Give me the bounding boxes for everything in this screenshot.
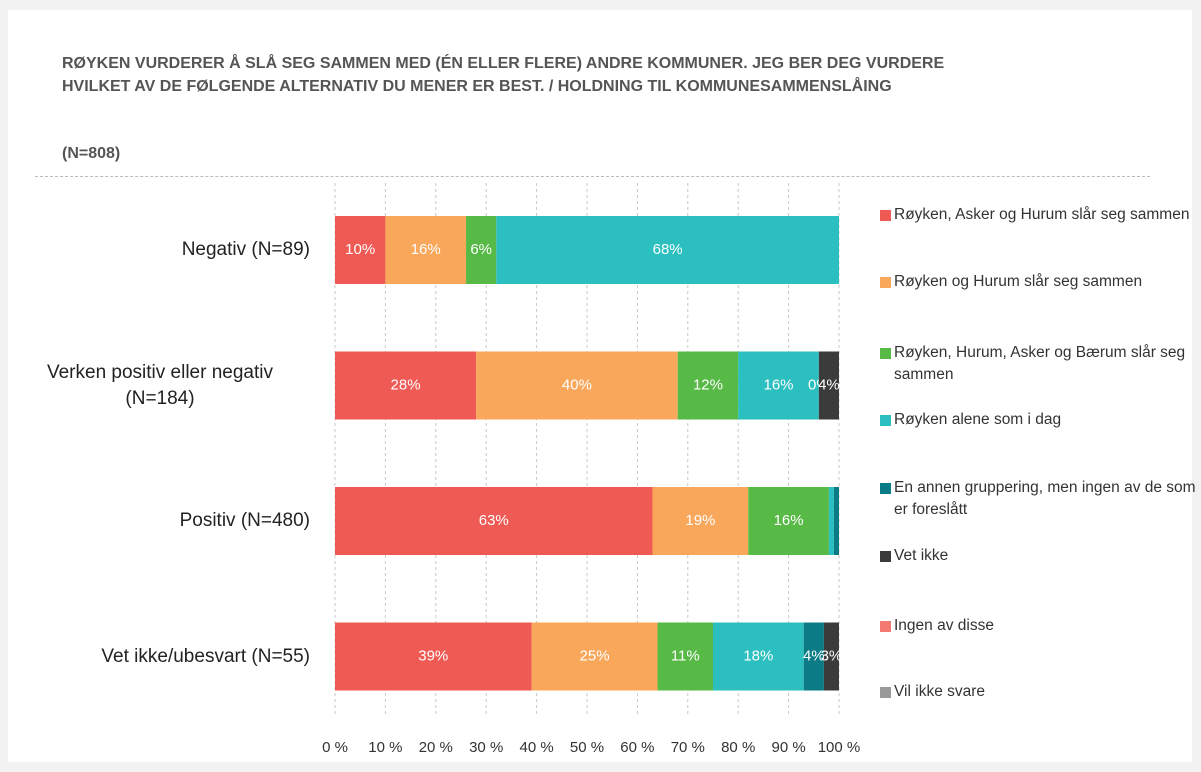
legend-swatch: [880, 621, 891, 632]
legend-swatch: [880, 348, 891, 359]
data-label: 19%: [685, 512, 715, 529]
bar-segment: [335, 351, 477, 420]
bar-segment: [466, 216, 497, 284]
data-label: 10%: [345, 241, 375, 258]
bar-segment: [335, 216, 386, 284]
x-tick-label: 50 %: [570, 739, 604, 756]
separator: [35, 176, 1150, 177]
x-tick-label: 30 %: [469, 739, 503, 756]
legend-entry: Ingen av disse: [880, 615, 1201, 637]
x-tick-label: 10 %: [368, 739, 402, 756]
legend-entry: Røyken, Hurum, Asker og Bærum slår seg s…: [880, 342, 1201, 386]
legend-swatch: [880, 210, 891, 221]
data-label: 11%: [671, 647, 700, 664]
x-tick-label: 40 %: [519, 739, 553, 756]
bar-segment: [657, 622, 713, 691]
bar-segment: [496, 216, 839, 284]
legend-entry: Vil ikke svare: [880, 681, 1201, 703]
bar-segment: [828, 487, 834, 555]
legend-swatch: [880, 415, 891, 426]
bar-segment: [335, 487, 653, 555]
y-tick-label: Verken positiv eller negativ (N=184): [46, 361, 273, 409]
data-label: 16%: [764, 376, 794, 393]
bar-segment: [738, 351, 819, 420]
legend-swatch: [880, 277, 891, 288]
data-label: 16%: [774, 512, 804, 529]
bar-segment: [531, 622, 658, 691]
bar-segment: [677, 351, 739, 420]
bar-segment: [833, 487, 839, 555]
x-tick-label: 20 %: [419, 739, 453, 756]
legend-swatch: [880, 483, 891, 494]
bar-segment: [652, 487, 749, 555]
data-label: 39%: [418, 647, 448, 664]
data-label: 28%: [391, 376, 421, 393]
y-tick-label: Vet ikke/ubesvart (N=55): [101, 645, 310, 667]
bar-segment: [803, 622, 824, 691]
legend-entry: Røyken alene som i dag: [880, 409, 1201, 431]
x-tick-label: 100 %: [818, 739, 861, 756]
data-label: 12%: [693, 376, 723, 393]
legend-entry: Vet ikke: [880, 545, 1201, 567]
legend-entry: Røyken og Hurum slår seg sammen: [880, 271, 1201, 293]
bar-segment: [476, 351, 678, 420]
legend-entry: En annen gruppering, men ingen av de som…: [880, 477, 1201, 521]
data-label: 18%: [743, 647, 773, 664]
bar-segment: [748, 487, 829, 555]
x-tick-label: 90 %: [771, 739, 805, 756]
data-label: 4%: [803, 647, 825, 664]
bar-segment: [385, 216, 467, 284]
y-tick-label: Positiv (N=480): [179, 510, 310, 531]
data-label: 68%: [653, 241, 683, 258]
bar-segment: [823, 622, 839, 691]
chart-subtitle: (N=808): [62, 145, 121, 162]
bar-segment: [335, 622, 532, 691]
data-label: 25%: [580, 647, 610, 664]
x-tick-label: 60 %: [620, 739, 654, 756]
data-label: 4%: [818, 376, 840, 393]
bar-segment: [818, 351, 839, 420]
data-label: 16%: [411, 241, 441, 258]
data-label: 63%: [479, 512, 509, 529]
legend-swatch: [880, 551, 891, 562]
chart-title: RØYKEN VURDERER Å SLÅ SEG SAMMEN MED (ÉN…: [62, 55, 945, 95]
y-tick-label: Negativ (N=89): [181, 239, 310, 260]
data-label: 40%: [562, 376, 592, 393]
x-tick-label: 0 %: [322, 739, 348, 756]
x-tick-label: 80 %: [721, 739, 755, 756]
bar-segment: [713, 622, 804, 691]
legend-entry: Røyken, Asker og Hurum slår seg sammen: [880, 204, 1201, 226]
legend-swatch: [880, 687, 891, 698]
x-tick-label: 70 %: [671, 739, 705, 756]
data-label: 6%: [470, 241, 492, 258]
data-label: 3%: [821, 647, 843, 664]
